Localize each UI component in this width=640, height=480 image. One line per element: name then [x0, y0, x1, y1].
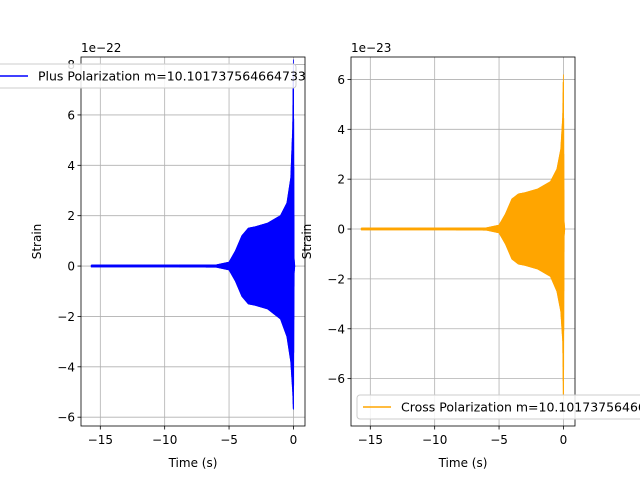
y-tick-label: 2 — [67, 209, 75, 223]
y-tick-label: 0 — [67, 260, 75, 274]
tick-marks: −15 −10 −5 0 −6 −4 −2 0 2 4 6 — [327, 73, 567, 447]
y-axis-label: Strain — [300, 224, 314, 260]
legend: Cross Polarization m=10.101737564664733 — [356, 394, 640, 420]
y-tick-label: −2 — [57, 310, 75, 324]
x-tick-label: 0 — [290, 433, 298, 447]
legend-label: Plus Polarization m=10.101737564664733 — [38, 69, 306, 84]
axes-frame — [80, 56, 306, 427]
x-tick-label: −10 — [422, 433, 447, 447]
y-axis-label: Strain — [30, 224, 44, 260]
legend-label: Cross Polarization m=10.101737564664733 — [401, 400, 640, 415]
y-tick-label: −2 — [327, 272, 345, 286]
y-tick-label: −4 — [327, 322, 345, 336]
axes-frame — [350, 56, 576, 427]
tick-marks: −15−10−50−6−4−202468 — [57, 58, 297, 447]
plot-area — [360, 74, 566, 399]
x-tick-label: −15 — [88, 433, 113, 447]
series-envelope — [90, 59, 296, 410]
x-axis-label: Time (s) — [438, 456, 488, 470]
y-tick-label: −6 — [57, 411, 75, 425]
plot-area — [90, 59, 296, 410]
y-tick-label: 6 — [67, 108, 75, 122]
y-tick-label: 0 — [337, 223, 345, 237]
y-offset-label: 1e−22 — [81, 41, 121, 55]
y-tick-label: 4 — [337, 123, 345, 137]
y-offset-label: 1e−23 — [351, 41, 391, 55]
x-tick-label: −5 — [490, 433, 508, 447]
x-tick-label: −10 — [152, 433, 177, 447]
series-envelope — [360, 74, 566, 399]
x-tick-label: −5 — [220, 433, 238, 447]
plus-polarization-axes: −15−10−50−6−4−202468 Time (s) Strain 1e−… — [0, 41, 306, 470]
y-tick-label: 4 — [67, 159, 75, 173]
x-tick-label: 0 — [560, 433, 568, 447]
x-axis-label: Time (s) — [168, 456, 218, 470]
legend-box — [356, 394, 640, 420]
legend-box — [0, 63, 297, 89]
y-tick-label: −4 — [57, 360, 75, 374]
y-tick-label: 2 — [337, 173, 345, 187]
cross-polarization-axes: −15 −10 −5 0 −6 −4 −2 0 2 4 6 Time (s) Strain 1e−2… — [300, 41, 640, 470]
y-tick-label: −6 — [327, 372, 345, 386]
y-tick-label: 6 — [337, 73, 345, 87]
legend: Plus Polarization m=10.101737564664733 — [0, 63, 306, 89]
x-tick-label: −15 — [358, 433, 383, 447]
